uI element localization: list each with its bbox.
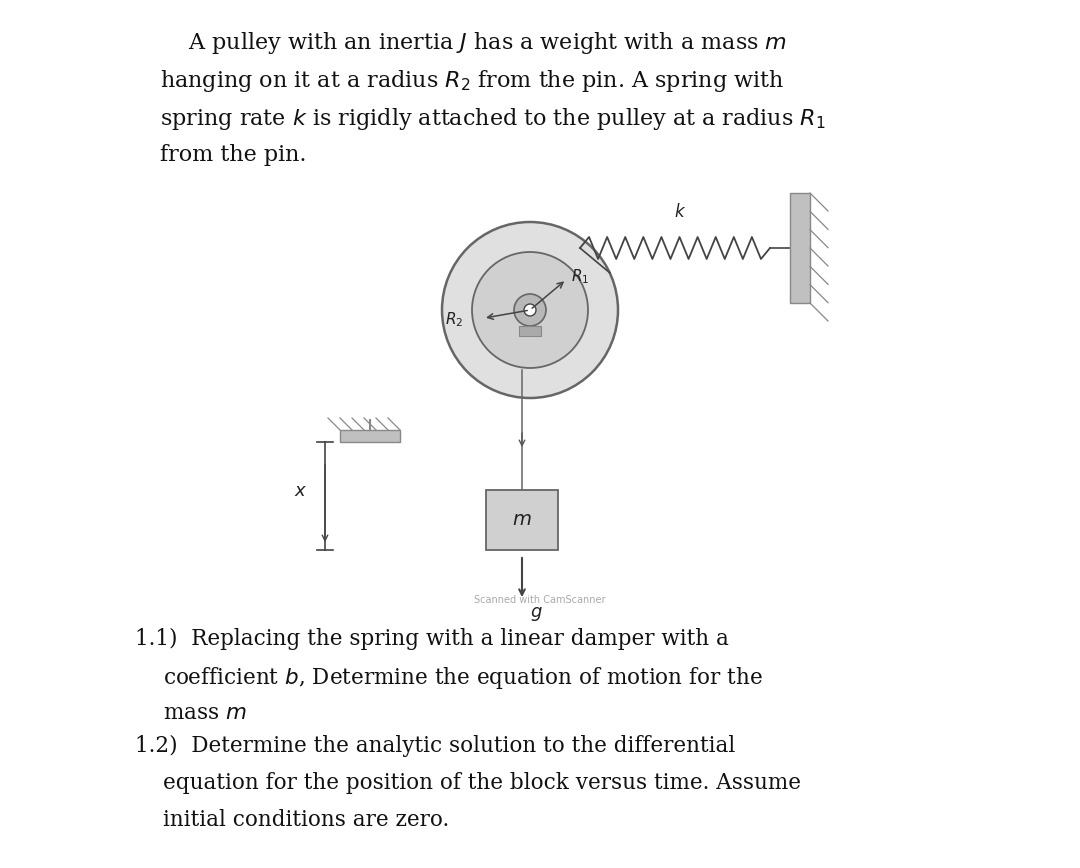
Bar bbox=[789, 193, 810, 303]
Circle shape bbox=[514, 294, 546, 326]
Bar bbox=[519, 326, 541, 336]
Text: from the pin.: from the pin. bbox=[160, 144, 307, 166]
Bar bbox=[340, 430, 400, 442]
Text: equation for the position of the block versus time. Assume: equation for the position of the block v… bbox=[163, 772, 801, 794]
Circle shape bbox=[442, 222, 618, 398]
Text: hanging on it at a radius $R_2$ from the pin. A spring with: hanging on it at a radius $R_2$ from the… bbox=[160, 68, 784, 94]
Circle shape bbox=[472, 252, 588, 368]
Text: 1.2)  Determine the analytic solution to the differential: 1.2) Determine the analytic solution to … bbox=[135, 735, 735, 757]
Text: coefficient $b$, Determine the equation of motion for the: coefficient $b$, Determine the equation … bbox=[163, 665, 762, 691]
Text: spring rate $k$ is rigidly attached to the pulley at a radius $R_1$: spring rate $k$ is rigidly attached to t… bbox=[160, 106, 825, 132]
Text: $m$: $m$ bbox=[512, 511, 531, 529]
Text: initial conditions are zero.: initial conditions are zero. bbox=[163, 809, 449, 831]
Text: Scanned with CamScanner: Scanned with CamScanner bbox=[474, 595, 606, 605]
Text: $g$: $g$ bbox=[530, 605, 543, 623]
Bar bbox=[486, 490, 558, 550]
Text: $R_1$: $R_1$ bbox=[571, 267, 590, 286]
Text: $R_2$: $R_2$ bbox=[445, 310, 463, 329]
Text: mass $m$: mass $m$ bbox=[163, 702, 246, 724]
Text: $k$: $k$ bbox=[674, 203, 686, 221]
Text: $x$: $x$ bbox=[294, 482, 307, 500]
Text: 1.1)  Replacing the spring with a linear damper with a: 1.1) Replacing the spring with a linear … bbox=[135, 628, 729, 650]
Circle shape bbox=[524, 304, 536, 316]
Text: A pulley with an inertia $J$ has a weight with a mass $m$: A pulley with an inertia $J$ has a weigh… bbox=[160, 30, 787, 56]
